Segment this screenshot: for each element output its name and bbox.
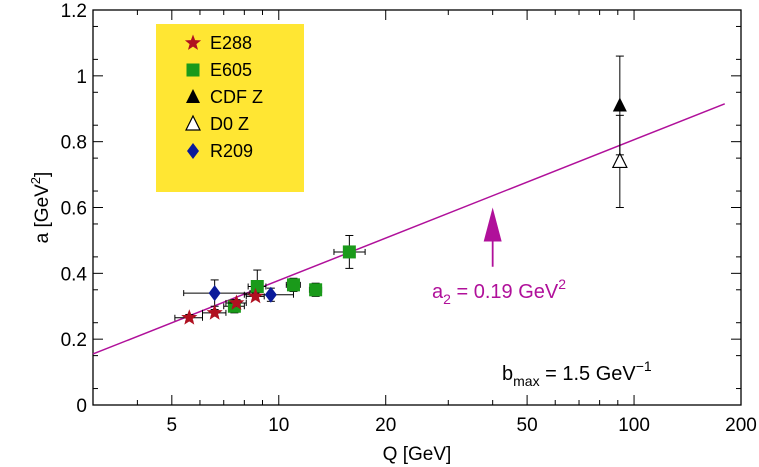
data-point	[174, 309, 204, 325]
y-axis-label-main: a [GeV	[32, 184, 53, 243]
bmax-sup: −1	[636, 358, 652, 374]
y-axis-label-end: ]	[32, 172, 53, 177]
x-tick-label: 100	[618, 415, 650, 436]
square-marker	[342, 245, 356, 259]
a2-rest: = 0.19 GeV	[451, 281, 559, 303]
x-tick-label: 50	[517, 415, 538, 436]
series-r209	[183, 279, 294, 307]
bmax-rest: = 1.5 GeV	[540, 363, 637, 385]
diamond-marker	[264, 286, 277, 303]
y-axis-label: a [GeV2]	[28, 172, 53, 244]
data-points-layer	[174, 55, 628, 325]
data-point	[183, 279, 251, 307]
y-tick-label: 1.2	[61, 1, 87, 22]
x-tick-label: 10	[268, 415, 289, 436]
bmax-label: bmax = 1.5 GeV−1	[502, 358, 652, 389]
square-marker	[309, 283, 323, 297]
legend-label: E288	[210, 33, 252, 53]
x-tick-label: 200	[725, 415, 757, 436]
bmax-sub: max	[513, 373, 539, 389]
legend-item: D0 Z	[185, 114, 249, 134]
y-tick-label: 0.4	[61, 264, 88, 285]
y-tick-label: 0	[76, 396, 87, 417]
a2-main: a	[432, 281, 444, 303]
y-axis-label-sup: 2	[28, 177, 43, 184]
legend-star-icon	[184, 34, 202, 50]
series-cdf-z	[612, 55, 627, 156]
data-point	[612, 55, 627, 156]
y-tick-label: 0.2	[61, 330, 87, 351]
a2-label: a2 = 0.19 GeV2	[432, 276, 566, 307]
data-point	[225, 294, 247, 310]
triangle-open-marker	[611, 152, 628, 169]
y-tick-label: 0.8	[61, 133, 87, 154]
legend-box	[156, 24, 304, 192]
x-tick-label: 20	[375, 415, 396, 436]
data-point	[285, 277, 301, 292]
legend-label: E605	[210, 60, 252, 80]
y-tick-label: 0.6	[61, 199, 87, 220]
star-marker	[206, 304, 223, 320]
x-axis-label: Q [GeV]	[383, 444, 452, 465]
legend-triangle-open-icon	[185, 114, 201, 131]
arrow-head	[483, 207, 502, 242]
data-point	[245, 287, 265, 304]
a2-sup: 2	[558, 276, 566, 292]
plot-axes: 5 10 20 50 100 200 0 0.2 0.4 0.6 0.8 1 1.2 Q [GeV] a […	[28, 1, 757, 465]
diamond-marker	[208, 285, 221, 302]
series-e605	[223, 234, 366, 314]
legend-label: D0 Z	[210, 114, 249, 134]
x-tick-label: 5	[167, 415, 178, 436]
a2-sub: 2	[443, 291, 451, 307]
star-marker	[247, 287, 264, 304]
square-marker	[250, 280, 264, 293]
legend-diamond-icon	[187, 143, 199, 159]
legend-item: E605	[186, 60, 252, 80]
legend-square-icon	[186, 63, 200, 77]
legend-label: CDF Z	[210, 87, 263, 107]
star-marker	[181, 309, 198, 325]
legend-label: R209	[210, 141, 253, 161]
data-point	[202, 304, 227, 320]
legend-triangle-filled-icon	[186, 89, 200, 103]
legend-item: R209	[187, 141, 253, 161]
bmax-main: b	[502, 363, 513, 385]
legend: E288 E605 CDF Z D0 Z R209	[156, 24, 304, 192]
data-point	[247, 269, 267, 297]
y-tick-label: 1	[76, 67, 87, 88]
square-marker	[286, 278, 300, 292]
triangle-filled-marker	[612, 97, 627, 112]
legend-item: CDF Z	[186, 87, 263, 107]
series-e288	[174, 287, 265, 325]
star-marker	[228, 294, 245, 310]
legend-item: E288	[184, 33, 252, 53]
data-point	[333, 234, 366, 269]
data-point	[308, 282, 323, 297]
